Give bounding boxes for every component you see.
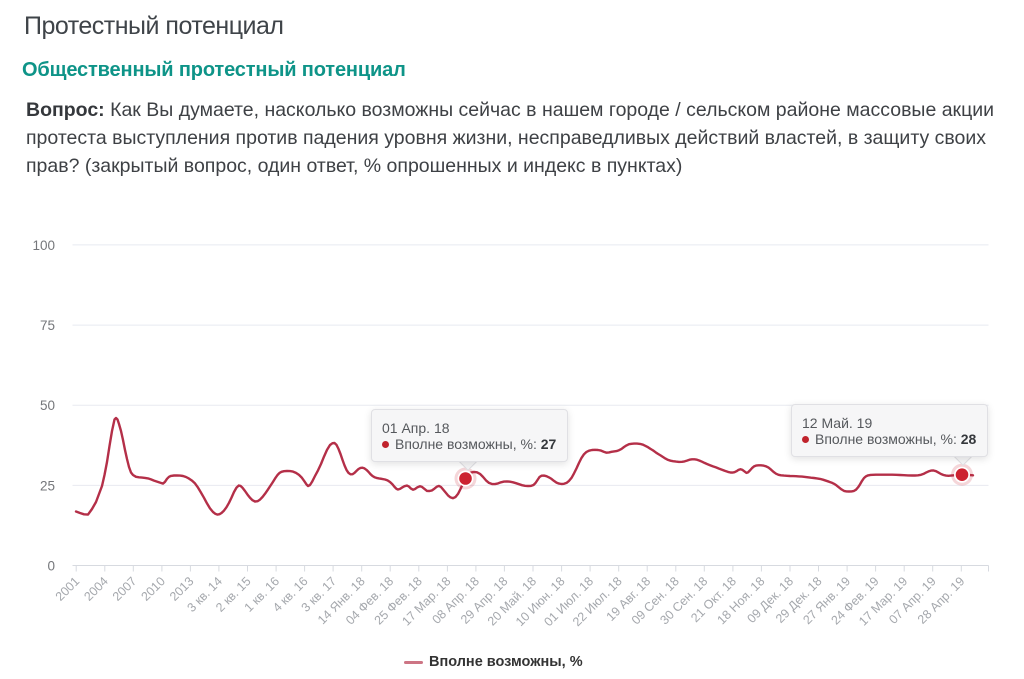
svg-text:0: 0 xyxy=(47,559,55,574)
svg-text:2007: 2007 xyxy=(110,574,140,604)
svg-text:75: 75 xyxy=(40,318,55,333)
svg-text:2001: 2001 xyxy=(53,574,83,604)
svg-text:2004: 2004 xyxy=(81,574,111,604)
svg-text:2010: 2010 xyxy=(138,574,168,604)
svg-text:50: 50 xyxy=(40,398,55,413)
svg-text:25: 25 xyxy=(40,478,55,493)
svg-text:100: 100 xyxy=(32,238,55,253)
